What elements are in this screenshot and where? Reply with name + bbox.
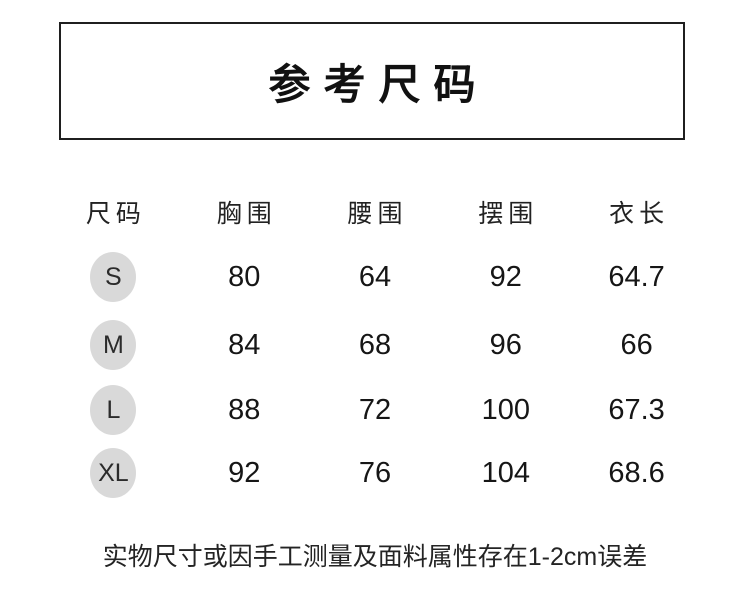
length-value: 67.3 (608, 393, 665, 426)
title-box: 参考尺码 (59, 22, 685, 140)
hem-value: 104 (481, 456, 530, 489)
col-header-hem: 摆围 (478, 200, 539, 228)
measurement-tolerance-note: 实物尺寸或因手工测量及面料属性存在1-2cm误差 (102, 543, 648, 571)
length-value: 68.6 (608, 456, 665, 489)
waist-value: 64 (358, 260, 392, 293)
table-row-m: M 84 68 96 66 (48, 315, 702, 375)
waist-value: 68 (358, 328, 392, 361)
chest-value: 88 (228, 393, 261, 426)
table-row-s: S 80 64 92 64.7 (48, 247, 702, 307)
table-header-row: 尺码 胸围 腰围 摆围 衣长 (48, 190, 702, 234)
hem-value: 96 (489, 328, 522, 361)
table-row-l: L 88 72 100 67.3 (48, 380, 702, 440)
size-badge-cell: XL (48, 448, 179, 498)
waist-value: 72 (358, 393, 392, 426)
hem-value: 92 (489, 260, 522, 293)
length-value: 66 (620, 328, 653, 361)
chest-value: 80 (228, 260, 261, 293)
col-header-size: 尺码 (85, 200, 146, 228)
size-badge-cell: M (48, 320, 179, 370)
page-title: 参考尺码 (268, 60, 489, 108)
length-value: 64.7 (608, 260, 665, 293)
size-badge: S (90, 252, 137, 302)
chest-value: 92 (228, 456, 261, 489)
size-table: 尺码 胸围 腰围 摆围 衣长 S 80 64 92 64.7 M 84 68 9… (48, 0, 702, 599)
size-badge: XL (90, 448, 137, 498)
col-header-waist: 腰围 (347, 200, 408, 228)
col-header-length: 衣长 (609, 200, 670, 228)
table-row-xl: XL 92 76 104 68.6 (48, 443, 702, 503)
chest-value: 84 (228, 328, 261, 361)
hem-value: 100 (481, 393, 530, 426)
waist-value: 76 (358, 456, 392, 489)
col-header-chest: 胸围 (216, 200, 277, 228)
size-badge: M (90, 320, 137, 370)
size-badge-cell: L (48, 385, 179, 435)
size-badge: L (90, 385, 137, 435)
size-badge-cell: S (48, 252, 179, 302)
